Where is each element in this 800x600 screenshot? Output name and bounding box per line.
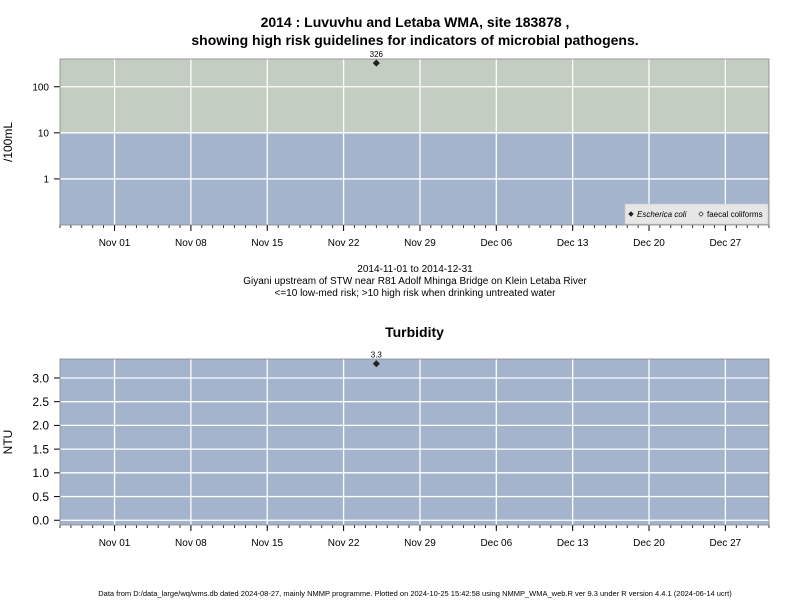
chart-title: Turbidity [385, 324, 444, 340]
y-axis-label: NTU [1, 430, 15, 455]
legend-marker [698, 211, 704, 217]
x-tick-label: Nov 22 [328, 538, 360, 549]
plot-border [59, 58, 770, 226]
x-tick-label: Dec 27 [710, 538, 742, 549]
x-tick-label: Nov 01 [99, 238, 131, 249]
x-tick-label: Dec 06 [480, 538, 512, 549]
legend-entry: faecal coliforms [707, 210, 763, 219]
data-point [372, 360, 380, 368]
plot-border [59, 358, 770, 526]
x-tick-label: Nov 08 [175, 238, 207, 249]
footer-note: Data from D:/data_large/wq/wms.db dated … [98, 589, 732, 598]
x-tick-label: Nov 08 [175, 538, 207, 549]
date-range-caption: 2014-11-01 to 2014-12-31 [357, 264, 473, 275]
turbidity-chart: Nov 01 Nov 08 Nov 15 Nov 22 Nov 29 Dec 06 Dec … [1, 324, 770, 549]
microbial-chart: Nov 01 Nov 08 Nov 15 Nov 22 Nov 29 Dec 06 Dec … [1, 50, 770, 249]
x-tick-label: Nov 29 [404, 238, 436, 249]
data-point [372, 59, 380, 67]
high-risk-band [60, 59, 769, 133]
x-tick-label: Nov 01 [99, 538, 131, 549]
x-tick-label: Nov 29 [404, 538, 436, 549]
y-tick-label: 100 [32, 82, 49, 93]
x-tick-label: Dec 20 [633, 538, 665, 549]
legend-entry: Escherica coli [637, 210, 687, 219]
risk-caption: <=10 low-med risk; >10 high risk when dr… [274, 288, 556, 299]
legend-box [624, 203, 769, 225]
x-tick-label: Dec 06 [480, 238, 512, 249]
x-tick-label: Dec 20 [633, 238, 665, 249]
y-tick-label: 0.0 [32, 514, 49, 528]
x-tick-label: Nov 15 [251, 238, 283, 249]
site-caption: Giyani upstream of STW near R81 Adolf Mh… [243, 276, 587, 287]
x-tick-label: Dec 27 [710, 238, 742, 249]
y-tick-label: 0.5 [32, 490, 49, 504]
legend-marker [628, 211, 634, 217]
x-tick-label: Dec 13 [557, 238, 589, 249]
x-tick-label: Nov 15 [251, 538, 283, 549]
data-label: 326 [370, 50, 384, 59]
y-tick-label: 2.0 [32, 419, 49, 433]
y-tick-label: 10 [38, 128, 50, 139]
x-tick-label: Nov 22 [328, 238, 360, 249]
y-tick-label: 1.0 [32, 466, 49, 480]
y-tick-label: 3.0 [32, 371, 49, 385]
y-tick-label: 2.5 [32, 395, 49, 409]
y-tick-label: 1 [43, 175, 49, 186]
data-label: 3.3 [371, 351, 383, 360]
y-axis-label: /100mL [1, 122, 15, 162]
x-tick-label: Dec 13 [557, 538, 589, 549]
y-tick-label: 1.5 [32, 442, 49, 456]
main-title-line1: 2014 : Luvuvhu and Letaba WMA, site 1838… [260, 14, 570, 30]
plot-background [60, 359, 769, 525]
main-title-line2: showing high risk guidelines for indicat… [191, 32, 639, 48]
